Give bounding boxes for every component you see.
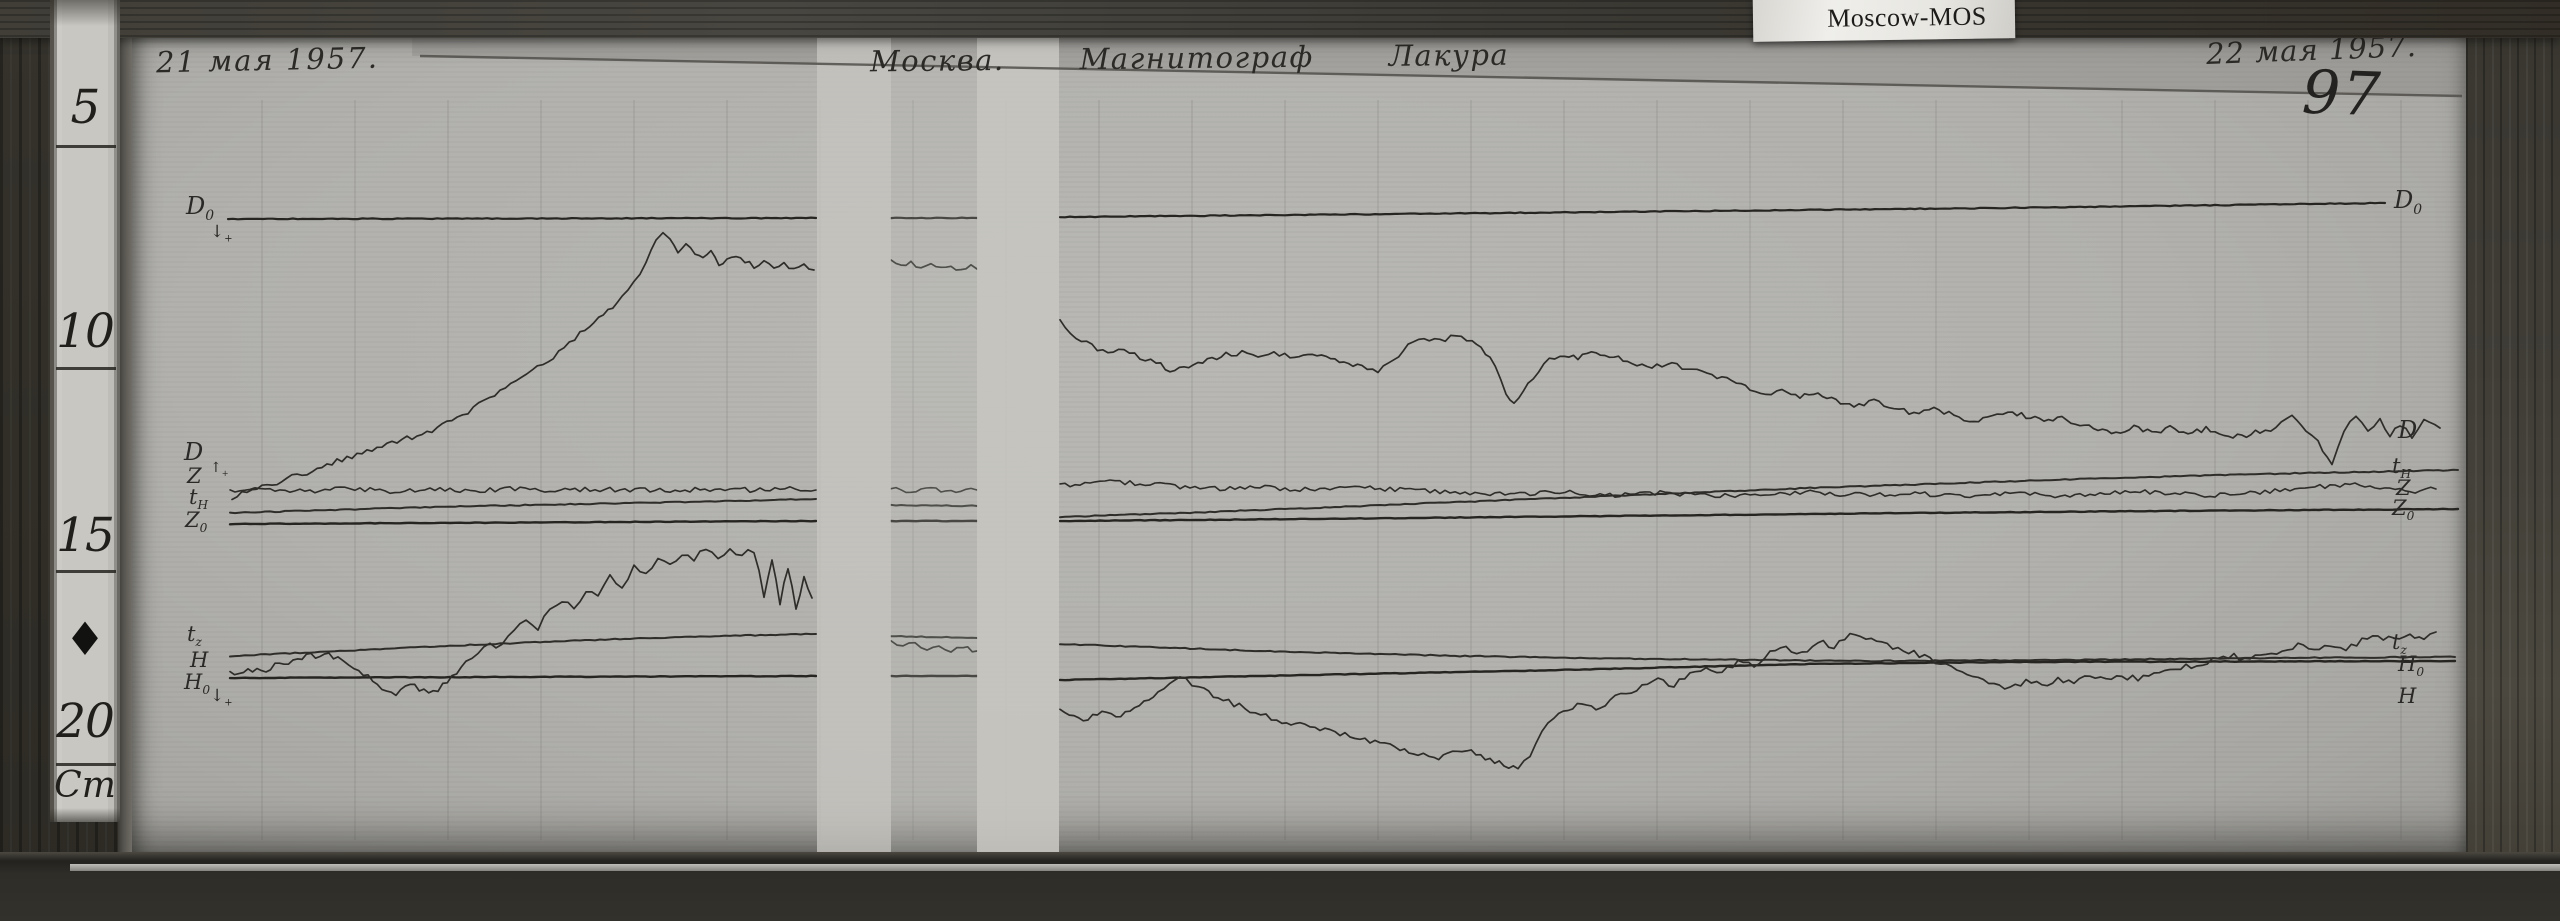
wood-table-right-edge xyxy=(2466,0,2560,921)
trace-label-d-left: D xyxy=(184,438,204,466)
photo-mid-strip xyxy=(891,36,977,852)
trace-Z-vertical-splice xyxy=(890,486,978,494)
glass-plate-edge-highlight xyxy=(70,864,2560,871)
trace-tZ-temperature-day1 xyxy=(229,632,817,658)
trace-label-th-left: tH xyxy=(189,485,209,513)
trace-Z-vertical-day2 xyxy=(1059,479,2437,499)
trace-label-d0-left-arrow: ↓+ xyxy=(210,222,233,245)
trace-D-declination-splice xyxy=(890,259,978,271)
trace-H-horizontal-splice xyxy=(890,639,978,653)
trace-label-h0-left: H0 xyxy=(184,670,211,698)
wood-table-bottom-edge xyxy=(0,852,2560,921)
trace-label-z0-left: Z0 xyxy=(185,508,208,536)
ruler-number-5: 5 xyxy=(70,80,101,135)
trace-label-tz-left: tz xyxy=(187,622,202,650)
trace-D-declination-day1 xyxy=(231,231,815,501)
ruler-tick xyxy=(56,763,116,766)
trace-D0-baseline-splice xyxy=(889,216,979,220)
ruler-number-10: 10 xyxy=(56,304,115,359)
wood-table-top-edge xyxy=(0,0,2560,38)
ruler-tick xyxy=(56,570,116,573)
trace-H-horizontal-day1 xyxy=(229,548,813,697)
ruler-number-20: 20 xyxy=(56,694,115,749)
ruler-diamond-marker: ♦ xyxy=(64,612,106,666)
trace-label-h-left: H xyxy=(190,648,209,672)
trace-label-d0-right: D0 xyxy=(2394,186,2423,218)
trace-H-horizontal-day2 xyxy=(1059,631,2437,770)
trace-label-tz-right: tz xyxy=(2392,630,2407,658)
ruler: 5 10 15 20 ♦ Cm xyxy=(50,0,120,822)
trace-label-z-right: Z xyxy=(2396,476,2411,500)
trace-label-d-right: D xyxy=(2398,416,2418,444)
photo-splice-band xyxy=(977,36,1059,852)
trace-label-h0-right: H0 xyxy=(2398,652,2425,680)
station-label: Moscow-MOS xyxy=(1752,0,2016,42)
trace-H0-baseline-day1 xyxy=(228,674,818,680)
trace-label-d0-left: D0 xyxy=(186,192,215,224)
station-label-text: Moscow-MOS xyxy=(1826,1,1987,33)
photo-scratch-line xyxy=(419,54,2463,98)
ruler-tick xyxy=(56,367,116,370)
trace-D0-baseline-day2 xyxy=(1058,201,2387,219)
trace-label-z0-right: Z0 xyxy=(2392,496,2415,524)
trace-tH-temperature-day1 xyxy=(229,498,817,515)
trace-tZ-temperature-splice xyxy=(890,635,978,639)
trace-label-th-right: tH xyxy=(2392,454,2412,482)
ruler-shadow-gap xyxy=(118,0,132,860)
trace-label-z-left-arrow: ↑+ xyxy=(210,460,229,478)
trace-Z0-baseline-day1 xyxy=(228,519,818,526)
trace-Z0-baseline-splice xyxy=(889,519,979,523)
ruler-number-15: 15 xyxy=(56,508,115,563)
trace-label-h-right: H xyxy=(2398,684,2417,708)
ruler-tick xyxy=(56,145,116,148)
trace-Z0-baseline-day2 xyxy=(1058,507,2460,523)
trace-label-h0-left-arrow: ↓+ xyxy=(210,686,233,709)
trace-tH-temperature-splice xyxy=(890,503,978,508)
trace-tZ-temperature-day2 xyxy=(1059,643,2456,663)
photo-splice-band xyxy=(817,36,891,852)
trace-D0-baseline-day1 xyxy=(226,216,818,221)
trace-Z-vertical-day1 xyxy=(229,486,817,495)
trace-D-declination-day2 xyxy=(1059,318,2441,466)
trace-label-z-left: Z xyxy=(187,464,202,488)
ruler-unit-label: Cm xyxy=(54,765,116,806)
magnetogram-paper xyxy=(132,36,2466,854)
trace-H0-baseline-splice xyxy=(889,674,979,678)
trace-tH-temperature-day2 xyxy=(1059,468,2459,519)
